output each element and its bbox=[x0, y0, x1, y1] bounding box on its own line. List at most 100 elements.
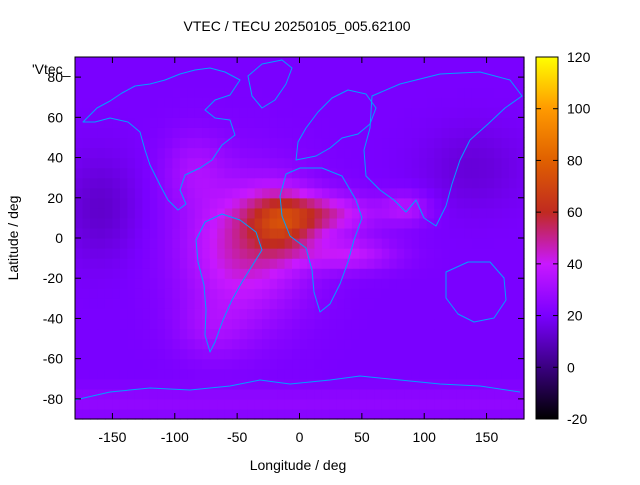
heat-cell bbox=[516, 408, 525, 420]
heat-cell bbox=[149, 77, 158, 88]
heat-cell bbox=[321, 348, 331, 360]
heat-cell bbox=[486, 167, 495, 179]
heat-cell bbox=[351, 127, 360, 139]
heat-cell bbox=[89, 318, 99, 330]
heat-cell bbox=[411, 298, 420, 309]
heat-cell bbox=[149, 207, 158, 219]
heat-cell bbox=[104, 227, 114, 239]
heat-cell bbox=[194, 328, 203, 340]
heat-cell bbox=[187, 238, 196, 249]
heat-cell bbox=[232, 107, 241, 118]
heat-cell bbox=[321, 197, 331, 209]
heat-cell bbox=[374, 137, 383, 149]
heat-cell bbox=[127, 308, 136, 320]
heat-cell bbox=[404, 157, 413, 169]
heat-cell bbox=[306, 147, 316, 159]
heat-cell bbox=[127, 388, 136, 400]
heat-cell bbox=[501, 408, 510, 420]
heat-cell bbox=[464, 207, 473, 219]
heat-cell bbox=[209, 197, 218, 209]
heat-cell bbox=[321, 147, 331, 159]
heat-cell bbox=[329, 137, 338, 149]
heat-cell bbox=[344, 358, 353, 370]
heat-cell bbox=[396, 238, 405, 249]
heat-cell bbox=[411, 77, 420, 88]
heat-cell bbox=[321, 288, 331, 299]
heat-cell bbox=[277, 217, 286, 229]
heat-cell bbox=[112, 127, 121, 139]
heat-cell bbox=[396, 187, 405, 199]
heat-cell bbox=[366, 408, 375, 420]
heat-cell bbox=[471, 368, 480, 380]
heat-cell bbox=[97, 227, 106, 239]
heat-cell bbox=[306, 187, 316, 199]
heat-cell bbox=[449, 127, 458, 139]
heat-cell bbox=[75, 67, 84, 78]
heat-cell bbox=[404, 238, 413, 249]
heat-cell bbox=[329, 398, 338, 410]
heat-cell bbox=[509, 77, 518, 88]
heat-cell bbox=[157, 318, 166, 330]
heat-cell bbox=[374, 147, 383, 159]
heat-cell bbox=[381, 258, 390, 269]
heat-cell bbox=[179, 378, 188, 390]
heat-cell bbox=[89, 187, 99, 199]
heat-cell bbox=[389, 187, 398, 199]
heat-cell bbox=[351, 358, 360, 370]
heat-cell bbox=[501, 348, 510, 360]
heat-cell bbox=[321, 137, 331, 149]
heat-cell bbox=[471, 117, 480, 128]
heat-cell bbox=[284, 87, 293, 98]
heat-cell bbox=[284, 67, 293, 78]
heat-cell bbox=[321, 97, 331, 108]
heat-cell bbox=[411, 338, 420, 350]
heat-cell bbox=[426, 378, 435, 390]
heat-cell bbox=[217, 258, 226, 269]
heat-cell bbox=[344, 328, 353, 340]
heat-cell bbox=[232, 308, 241, 320]
heat-cell bbox=[277, 398, 286, 410]
heat-cell bbox=[187, 147, 196, 159]
heat-cell bbox=[486, 388, 495, 400]
heat-cell bbox=[89, 368, 99, 380]
heat-cell bbox=[381, 278, 390, 289]
heat-cell bbox=[224, 258, 233, 269]
heat-cell bbox=[284, 368, 293, 380]
heat-cell bbox=[194, 408, 203, 420]
heat-cell bbox=[292, 348, 301, 360]
heat-cell bbox=[254, 167, 263, 179]
heat-cell bbox=[194, 187, 203, 199]
heat-cell bbox=[486, 157, 495, 169]
heat-cell bbox=[456, 187, 465, 199]
heat-cell bbox=[82, 298, 91, 309]
heat-cell bbox=[164, 268, 173, 279]
heat-cell bbox=[224, 248, 233, 259]
heat-cell bbox=[471, 308, 480, 320]
heat-cell bbox=[404, 318, 413, 330]
heat-cell bbox=[82, 87, 91, 98]
heat-cell bbox=[396, 207, 405, 219]
heat-cell bbox=[104, 408, 114, 420]
heat-cell bbox=[269, 318, 278, 330]
heat-cell bbox=[389, 67, 398, 78]
heat-cell bbox=[202, 368, 211, 380]
heat-cell bbox=[381, 227, 390, 239]
heat-cell bbox=[209, 187, 218, 199]
heat-cell bbox=[127, 268, 136, 279]
heat-cell bbox=[314, 97, 323, 108]
heat-cell bbox=[501, 378, 510, 390]
heat-cell bbox=[411, 288, 420, 299]
heat-cell bbox=[381, 298, 390, 309]
heat-cell bbox=[381, 338, 390, 350]
heat-cell bbox=[299, 227, 308, 239]
heat-cell bbox=[411, 268, 420, 279]
heat-cell bbox=[254, 298, 263, 309]
heat-cell bbox=[486, 328, 495, 340]
heat-cell bbox=[404, 258, 413, 269]
heat-cell bbox=[157, 127, 166, 139]
heat-cell bbox=[217, 67, 226, 78]
heat-cell bbox=[434, 248, 443, 259]
heat-cell bbox=[516, 227, 525, 239]
heat-cell bbox=[82, 137, 91, 149]
heat-cell bbox=[486, 358, 495, 370]
